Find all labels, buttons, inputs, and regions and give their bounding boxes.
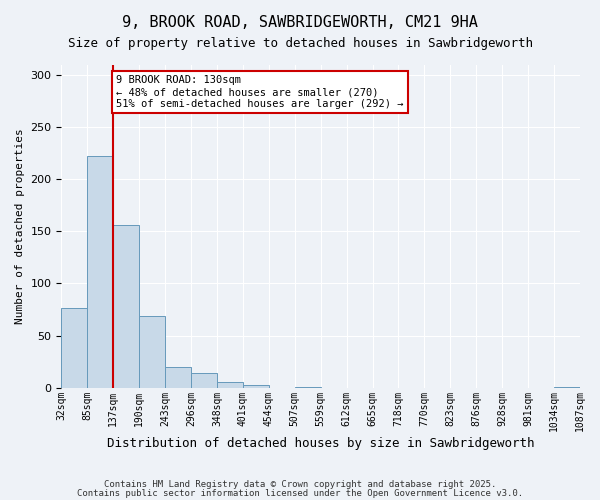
Bar <box>61 308 88 388</box>
Bar <box>139 316 165 388</box>
Bar <box>88 156 113 388</box>
Bar <box>113 225 139 388</box>
Bar <box>217 382 243 388</box>
Bar <box>554 386 580 388</box>
Text: Contains public sector information licensed under the Open Government Licence v3: Contains public sector information licen… <box>77 488 523 498</box>
Text: 9 BROOK ROAD: 130sqm
← 48% of detached houses are smaller (270)
51% of semi-deta: 9 BROOK ROAD: 130sqm ← 48% of detached h… <box>116 76 403 108</box>
Text: 9, BROOK ROAD, SAWBRIDGEWORTH, CM21 9HA: 9, BROOK ROAD, SAWBRIDGEWORTH, CM21 9HA <box>122 15 478 30</box>
Text: Contains HM Land Registry data © Crown copyright and database right 2025.: Contains HM Land Registry data © Crown c… <box>104 480 496 489</box>
Bar <box>191 373 217 388</box>
Bar <box>295 386 321 388</box>
Text: Size of property relative to detached houses in Sawbridgeworth: Size of property relative to detached ho… <box>67 38 533 51</box>
X-axis label: Distribution of detached houses by size in Sawbridgeworth: Distribution of detached houses by size … <box>107 437 535 450</box>
Bar <box>243 386 269 388</box>
Bar <box>165 366 191 388</box>
Y-axis label: Number of detached properties: Number of detached properties <box>15 128 25 324</box>
